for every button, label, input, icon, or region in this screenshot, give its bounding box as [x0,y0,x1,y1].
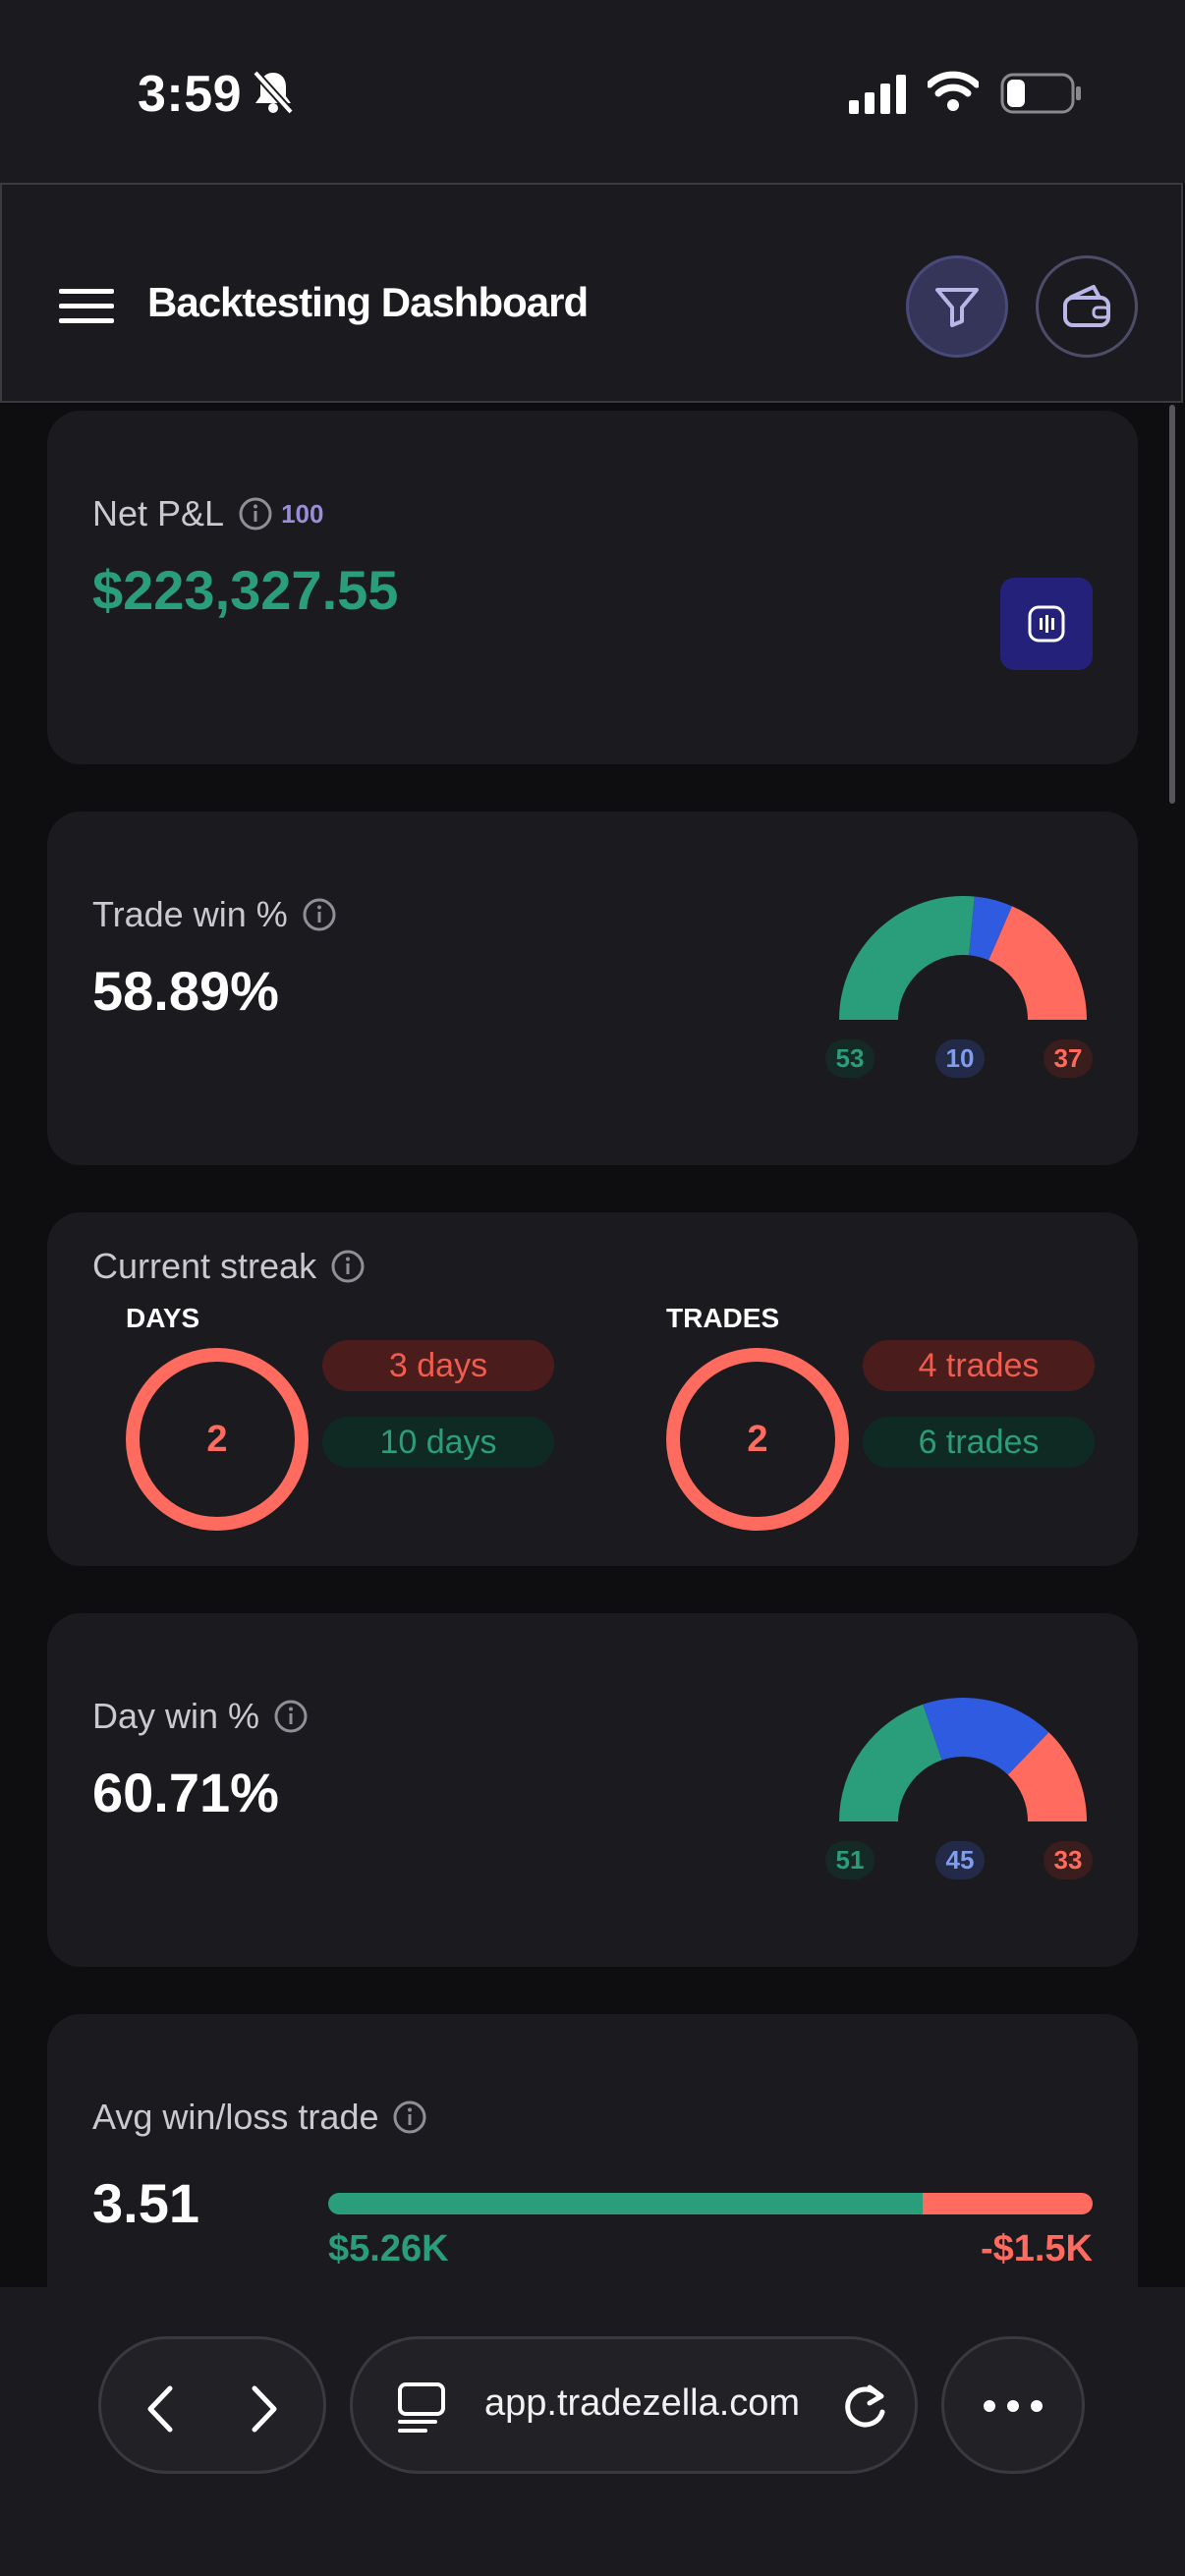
trades-heading: TRADES [666,1303,780,1333]
cellular-signal-icon [849,75,906,114]
url-text[interactable]: app.tradezella.com [484,2382,801,2424]
trades-streak-ring: 2 [666,1348,849,1531]
gauge-win-arc [839,1704,942,1821]
history-nav [98,2336,326,2474]
filter-button[interactable] [906,255,1008,358]
days-streak-ring: 2 [126,1348,309,1531]
day-win-label: Day win % [92,1696,260,1736]
day-win-gauge [839,1698,1087,1821]
trade-win-gauge [839,896,1087,1020]
win-bar-segment [328,2193,924,2214]
page-title: Backtesting Dashboard [147,279,589,325]
info-icon[interactable] [273,1699,309,1734]
account-button[interactable] [1036,255,1138,358]
gauge-loss-count: 33 [1044,1841,1093,1879]
gauge-breakeven-arc [923,1698,1049,1775]
status-time: 3:59 [138,66,243,123]
day-win-card: Day win % 60.71% 51 45 33 [47,1613,1138,1967]
avg-win-amount: $5.26K [328,2228,449,2269]
more-dots-icon [984,2400,1043,2412]
days-win-streak-pill: 10 days [322,1417,554,1468]
hamburger-menu-icon[interactable] [59,287,114,326]
current-streak-card: Current streak DAYS 2 3 days 10 days TRA… [47,1212,1138,1566]
info-icon[interactable] [302,897,337,932]
bell-muted-icon [253,70,294,115]
win-loss-bar [328,2193,1093,2214]
gauge-loss-arc [1007,1732,1087,1821]
trade-count-badge: 100 [281,498,324,529]
wallet-icon [1063,285,1110,327]
wifi-icon [928,71,979,111]
gauge-win-count: 53 [825,1039,875,1078]
gauge-win-count: 51 [825,1841,875,1879]
net-pnl-value: $223,327.55 [92,559,399,621]
avg-win-loss-ratio: 3.51 [92,2172,199,2234]
trade-win-card: Trade win % 58.89% 53 10 37 [47,812,1138,1165]
gauge-breakeven-count: 10 [935,1039,985,1078]
trades-loss-streak-pill: 4 trades [863,1340,1095,1391]
chart-toggle-button[interactable] [1000,578,1093,670]
trade-win-label: Trade win % [92,894,288,934]
chart-icon [1028,605,1065,643]
current-streak-label: Current streak [92,1246,317,1286]
address-bar[interactable]: app.tradezella.com [350,2336,918,2474]
loss-bar-segment [923,2193,1093,2214]
reload-icon[interactable] [840,2382,889,2434]
trade-win-value: 58.89% [92,960,279,1022]
info-icon[interactable] [392,2100,427,2135]
back-chevron-icon[interactable] [141,2384,180,2434]
gauge-breakeven-arc [969,896,1013,961]
gauge-loss-arc [988,906,1087,1020]
app-header: Backtesting Dashboard [0,183,1183,403]
gauge-breakeven-count: 45 [935,1841,985,1879]
avg-win-loss-label: Avg win/loss trade [92,2097,379,2137]
net-pnl-label: Net P&L [92,493,225,533]
gauge-loss-count: 37 [1044,1039,1093,1078]
day-win-value: 60.71% [92,1762,279,1823]
avg-loss-amount: -$1.5K [980,2228,1093,2269]
days-loss-streak-pill: 3 days [322,1340,554,1391]
net-pnl-card: Net P&L 100 $223,327.55 [47,411,1138,764]
info-icon[interactable] [238,496,273,532]
more-options-button[interactable] [941,2336,1085,2474]
battery-icon [1000,73,1081,114]
tabs-icon[interactable] [396,2380,447,2436]
forward-chevron-icon[interactable] [245,2384,284,2434]
scrollbar[interactable] [1169,405,1175,804]
info-icon[interactable] [330,1249,366,1284]
status-bar: 3:59 [0,0,1185,183]
gauge-win-arc [839,896,975,1020]
days-heading: DAYS [126,1303,200,1333]
filter-icon [935,288,979,327]
trades-win-streak-pill: 6 trades [863,1417,1095,1468]
browser-toolbar: app.tradezella.com [0,2287,1185,2576]
